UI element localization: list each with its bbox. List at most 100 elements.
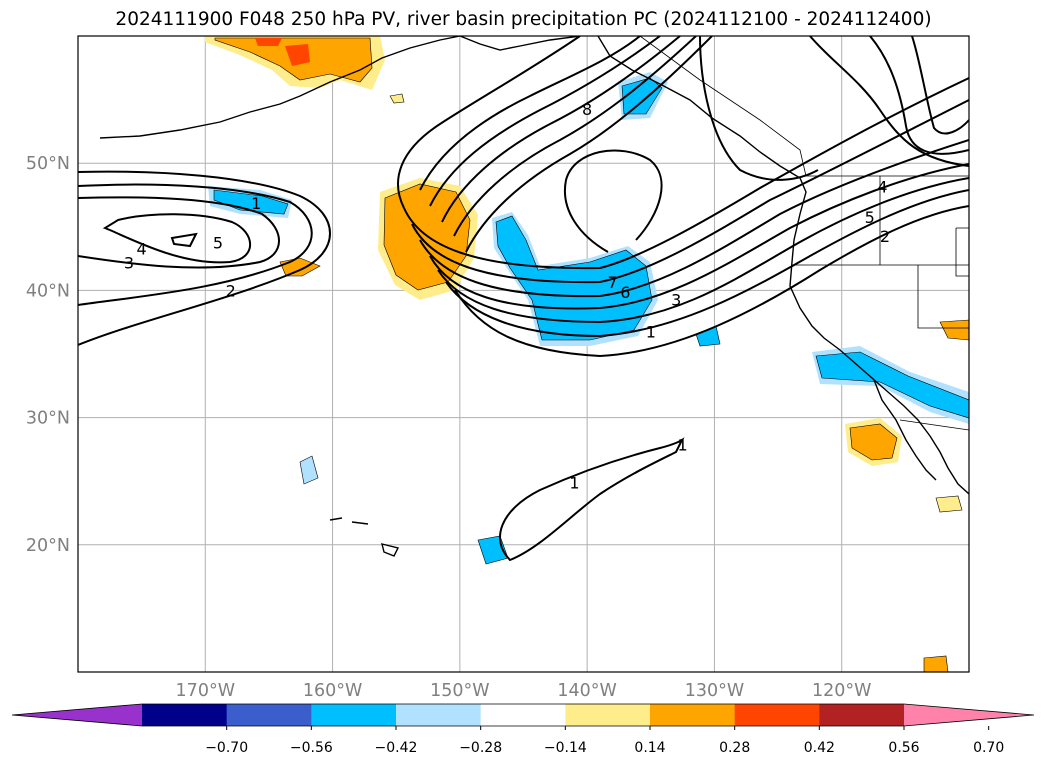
colorbar-tick-label: 0.14 [634,740,665,756]
colorbar-outline [11,703,1035,727]
colorbar-tick-label: −0.28 [459,740,502,756]
precip-positive-nevada [939,319,969,341]
pv-contour-ridge-11 [453,36,697,237]
precip-positive-baja [849,423,898,461]
colorbar-tick-label: −0.70 [205,740,248,756]
pv-contour-label: 1 [569,474,579,493]
pv-contour-label: 2 [880,227,890,246]
colorbar-segment [734,704,820,726]
precip-negative-socal [815,351,969,419]
colorbar-tick-label: −0.42 [375,740,418,756]
colorbar-segment [142,704,228,726]
pv-contour-label: 1 [646,322,656,341]
pv-contour-subtropical [499,437,685,562]
colorbar: −0.70 −0.56 −0.42 −0.28 −0.14 0.14 0.28 0.42 0.5… [11,703,1035,756]
border-us-mexico [899,419,969,431]
map-title: 2024111900 F048 250 hPa PV, river basin … [115,9,932,30]
colorbar-segment [396,704,482,726]
pv-contour-label: 4 [137,240,147,259]
coastline-north-america [597,36,969,495]
pv-contour-east-2 [809,36,969,167]
pv-contour-ridge-6 [411,99,969,284]
coastline-baja [873,379,937,481]
precip-positive-alaska-max [285,44,310,66]
coastlines [99,36,969,557]
pv-contours [78,36,969,562]
precip-positive-alaska-max2 [255,38,282,46]
precip-positive-sw [935,495,963,513]
lat-tick-label: 20°N [26,536,70,556]
pv-contour-ridge-7 [403,77,969,270]
pv-contour-label: 5 [865,208,875,227]
precip-positive-small [389,93,405,104]
map-frame [77,35,970,673]
lat-tick-label: 40°N [26,281,70,301]
pv-contour-ridge-1 [454,205,969,358]
lon-tick-label: 160°W [303,681,362,701]
precip-negative-aleutian [213,189,289,215]
lat-tick-label: 50°N [26,154,70,174]
border-alaska-canada [639,36,807,177]
precip-negative-bc [621,77,663,115]
pv-contour-label: 5 [213,233,223,252]
colorbar-extend-high [904,704,1034,726]
pv-contour-east-3 [869,36,969,155]
colorbar-tick-label: 0.70 [973,740,1004,756]
colorbar-segment [480,704,566,726]
pv-contour-west-4 [102,213,251,264]
pv-contour-ridge-2 [445,189,969,338]
pv-contour-label: 1 [251,194,261,213]
pv-contour-east-4 [911,36,969,135]
pv-contour-label: 3 [671,291,681,310]
colorbar-segment [226,704,312,726]
pv-contour-ridge-8 [419,36,641,191]
precip-pc-shading [205,36,969,672]
colorbar-tick-label: 0.28 [719,740,750,756]
longitude-tick-labels: 170°W 160°W 150°W 140°W 130°W 120°W [176,681,872,701]
colorbar-extend-low [12,704,142,726]
precip-positive-mexico [923,655,949,672]
lon-tick-label: 140°W [557,681,616,701]
pv-contour-label: 2 [226,282,236,301]
pv-contour-ridge-12 [465,36,713,253]
colorbar-segment [565,704,651,726]
pv-contour-ridge-5 [419,139,969,298]
pv-contour-ridge-13 [397,36,581,209]
coastline-alaska-gulf [459,36,581,51]
precip-negative-west-small [299,455,319,485]
colorbar-tick-label: −0.14 [544,740,587,756]
pv-contour-ridge-10 [441,36,681,223]
colorbar-tick-label: 0.56 [888,740,919,756]
pv-contour-west-1 [78,170,331,346]
pv-contour-west-5 [170,232,198,248]
colorbar-segment [819,704,905,726]
pv-contour-west-2 [78,183,313,306]
political-borders [639,36,969,431]
lon-tick-label: 120°W [812,681,871,701]
pv-contour-east-1 [699,36,819,181]
colorbar-tick-label: 0.42 [804,740,835,756]
pv-contour-ridge-9 [429,36,661,207]
lon-tick-label: 150°W [430,681,489,701]
pv-contour-label: 1 [678,436,688,455]
coastline-hawaii [329,517,400,557]
pv-contour-label: 6 [620,283,630,302]
coastline-alaska-peninsula [99,36,461,139]
lon-tick-label: 170°W [176,681,235,701]
pv-contour-label: 4 [877,177,887,196]
lat-tick-label: 30°N [26,409,70,429]
pv-contour-label: 3 [124,254,134,273]
pv-contour-inner [563,149,663,253]
pv-contour-label: 7 [608,273,618,292]
latitude-tick-labels: 20°N 30°N 40°N 50°N [26,154,70,556]
lon-tick-label: 130°W [685,681,744,701]
pv-contour-label: 8 [582,100,592,119]
pv-contour-ridge-3 [437,177,969,324]
colorbar-segment [311,704,397,726]
colorbar-tick-label: −0.56 [290,740,333,756]
border-id [955,227,969,277]
pv-contour-west-3 [78,196,280,269]
pv-contour-ridge-4 [429,163,969,310]
